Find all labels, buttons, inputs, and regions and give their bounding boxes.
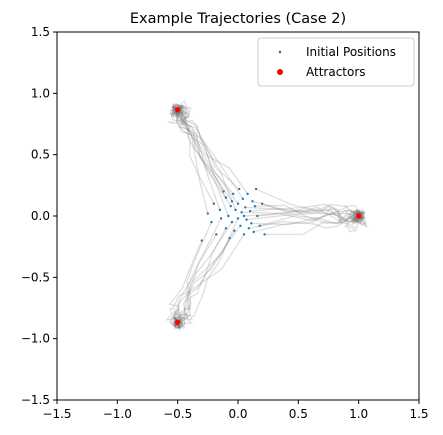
trajectory-line [172, 103, 234, 195]
initial-position-point [238, 187, 241, 191]
trajectory-line [168, 234, 245, 328]
trajectory-line [254, 204, 360, 224]
trajectory-line [171, 102, 229, 217]
initial-position-point [258, 224, 261, 228]
initial-position-point [219, 217, 223, 220]
x-tick-label: −1.0 [103, 407, 132, 421]
trajectory-line [171, 104, 244, 200]
trajectory-line [173, 228, 227, 328]
legend-box [257, 37, 415, 87]
initial-position-point [222, 190, 225, 193]
trajectory-line [176, 230, 235, 329]
data-points [175, 107, 362, 325]
x-tick-label: −0.5 [163, 407, 192, 421]
attractor-point [356, 213, 362, 219]
attractor-point [175, 107, 181, 113]
initial-position-point [242, 214, 246, 218]
initial-position-point [246, 192, 249, 196]
initial-position-point [239, 224, 242, 228]
initial-position-point [212, 202, 216, 205]
chart-title: Example Trajectories (Case 2) [130, 11, 346, 27]
initial-position-point [251, 200, 254, 203]
initial-position-point [263, 233, 266, 236]
x-tick-label: 1.5 [409, 407, 428, 421]
initial-position-point [206, 212, 210, 215]
y-tick-label: −1.5 [21, 393, 50, 407]
initial-position-point [240, 211, 243, 214]
trajectories [165, 100, 369, 331]
initial-position-point [230, 220, 234, 224]
trajectory-line [241, 209, 368, 226]
y-tick-label: 0.0 [31, 209, 50, 223]
initial-position-point [224, 196, 228, 199]
trajectory-line [172, 237, 231, 329]
y-tick-label: 0.5 [31, 148, 50, 162]
trajectory-line [171, 103, 225, 192]
legend-label-initial: Initial Positions [306, 45, 396, 59]
y-tick-label: −0.5 [21, 270, 50, 284]
initial-position-point [250, 222, 253, 225]
initial-position-point [242, 233, 246, 236]
y-tick-label: 1.0 [31, 86, 50, 100]
initial-position-point [252, 230, 255, 234]
trajectory-line [172, 225, 241, 329]
x-tick-label: 0.5 [289, 407, 308, 421]
initial-position-point [229, 204, 232, 208]
plot-frame [56, 31, 420, 401]
attractor-point [175, 319, 181, 325]
trajectory-line [261, 203, 365, 223]
trajectory-line [255, 188, 366, 223]
initial-position-point [248, 209, 252, 213]
y-tick-label: 1.5 [31, 25, 50, 39]
initial-position-point [233, 229, 236, 232]
initial-position-point [254, 187, 258, 191]
initial-position-point [241, 197, 245, 201]
initial-position-point [236, 202, 240, 205]
trajectory-line [172, 103, 249, 195]
legend: Initial Positions Attractors [257, 37, 415, 87]
attractor-cluster-line [173, 322, 177, 327]
initial-position-point [227, 214, 230, 218]
initial-position-point [224, 227, 228, 230]
initial-position-point [230, 200, 234, 203]
trajectory-line [168, 240, 203, 331]
x-tick-label: 1.0 [349, 407, 368, 421]
legend-label-attractors: Attractors [306, 65, 366, 79]
attractor-cluster-line [177, 324, 180, 328]
trajectory-line [172, 104, 239, 205]
trajectory-line [171, 103, 237, 211]
legend-marker-attractors [277, 69, 283, 75]
initial-position-point [215, 233, 218, 236]
initial-position-point [256, 214, 259, 218]
trajectory-line [250, 203, 364, 224]
initial-position-point [228, 236, 231, 240]
attractor-cluster-line [176, 327, 180, 329]
initial-position-point [244, 206, 247, 209]
initial-position-point [253, 204, 257, 208]
trajectory-line [252, 200, 362, 224]
initial-position-point [247, 227, 251, 230]
y-tick-label: −1.0 [21, 332, 50, 346]
initial-position-point [231, 192, 235, 196]
initial-position-point [200, 239, 203, 242]
trajectory-line [259, 210, 365, 227]
initial-position-point [234, 208, 237, 212]
trajectory-line [264, 209, 366, 235]
x-tick-label: 0.0 [228, 407, 247, 421]
axis-ticks: −1.5 −1.0 −0.5 0.0 0.5 1.0 1.5 −1.5 −1.0 −0.5 0.0 0… [21, 25, 429, 421]
initial-position-point [260, 202, 264, 205]
x-tick-label: −1.5 [42, 407, 71, 421]
initial-position-point [210, 220, 213, 224]
trajectory-line [171, 105, 233, 202]
attractor-cluster-line [352, 217, 360, 224]
legend-marker-initial [278, 50, 282, 54]
initial-position-point [218, 208, 222, 212]
trajectory-line [251, 204, 369, 229]
initial-position-point [236, 217, 240, 220]
initial-position-point [245, 218, 248, 221]
